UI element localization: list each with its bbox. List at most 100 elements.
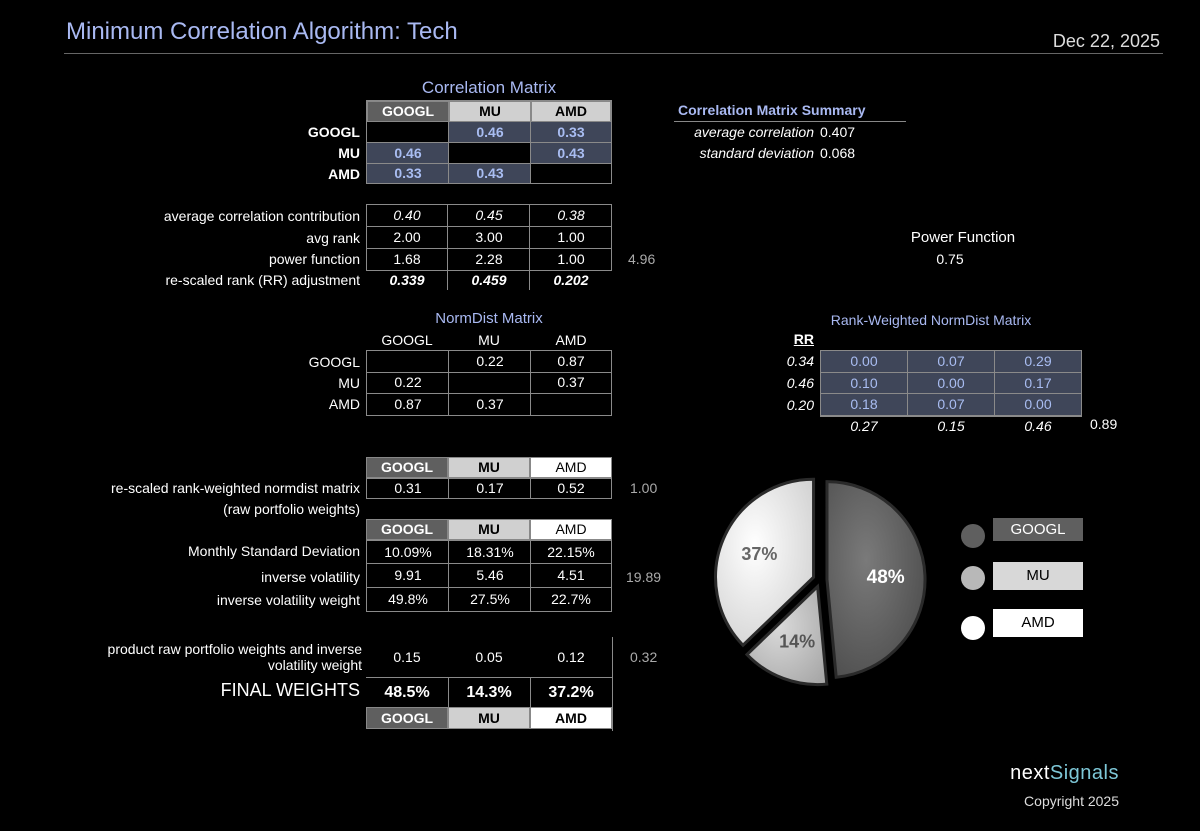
rw-total: 0.46 [1024,418,1052,434]
final-col-googl: GOOGL [366,707,448,729]
summary-std-value: 0.068 [820,145,856,161]
corr-col-mu: MU [449,101,531,122]
normdist-col-mu: MU [478,332,500,348]
avg-contrib-cell: 0.38 [557,207,585,223]
inv-vol-weight-cell: 22.7% [551,591,591,607]
weights-pie-chart: 48% 14% 37% [714,477,927,687]
legend-label-mu: MU [993,562,1083,590]
pie-label-amd: 37% [741,544,777,564]
corr-row-googl: GOOGL [307,124,360,140]
raw-weights-row: 0.31 0.17 0.52 [366,478,612,499]
std-cell: 18.31% [466,544,514,560]
corr-col-amd: AMD [531,101,611,122]
final-weights-label: FINAL WEIGHTS [220,680,360,700]
corr-col-googl: GOOGL [367,101,449,122]
rw-cell: 0.00 [908,373,994,393]
brand-next: next [1010,762,1050,784]
summary-std-label: standard deviation [699,145,814,161]
normdist-cell [531,393,611,415]
raw-col-googl: GOOGL [366,457,448,478]
summary-title: Correlation Matrix Summary [678,102,866,118]
normdist-row-amd: AMD [328,396,360,412]
raw-weights-sublabel: (raw portfolio weights) [223,501,360,517]
corr-cell [531,164,611,183]
raw-weights-label: re-scaled rank-weighted normdist matrix [111,480,360,496]
rw-cell: 0.00 [995,394,1081,415]
legend-dot-mu [961,566,985,590]
inv-vol-cell: 5.46 [476,567,504,583]
normdist-row-googl: GOOGL [308,354,360,370]
avg-rank-cell: 3.00 [475,229,503,245]
product-cell: 0.15 [393,649,421,665]
corr-cell: 0.43 [531,143,611,164]
corr-row-mu: MU [338,145,360,161]
final-weight-googl: 48.5% [384,684,430,701]
vol-col-googl: GOOGL [366,519,448,540]
product-cell: 0.05 [475,649,503,665]
final-weight-mu: 14.3% [466,684,512,701]
product-sum: 0.32 [630,649,658,665]
raw-col-amd: AMD [530,457,612,478]
rw-totals-divider [820,416,1082,417]
normdist-cell: 0.87 [557,353,585,369]
product-sublabel: volatility weight [267,657,362,673]
summary-divider [674,121,906,122]
inv-vol-label: inverse volatility [261,569,360,585]
power-cell: 2.28 [475,251,503,267]
normdist-cell [367,351,449,372]
std-cell: 10.09% [384,544,432,560]
brand-signals: Signals [1049,762,1119,784]
final-divider [366,677,612,678]
copyright: Copyright 2025 [1024,793,1119,809]
legend-dot-amd [961,616,985,640]
rr-cell: 0.202 [553,272,589,288]
power-cell: 1.68 [393,251,421,267]
volatility-table: 10.09% 18.31% 22.15% 9.91 5.46 4.51 49.8… [366,540,612,612]
report-date: Dec 22, 2025 [1052,31,1160,51]
rw-cell: 0.18 [821,394,907,415]
rw-cell: 0.29 [995,351,1081,372]
power-label: power function [268,251,360,267]
corr-row-amd: AMD [328,166,360,182]
rw-cell: 0.07 [908,351,994,372]
legend-dot-googl [961,524,985,548]
rank-weighted-matrix: 0.00 0.07 0.29 0.10 0.00 0.17 0.18 0.07 … [820,350,1082,416]
normdist-cell: 0.87 [394,396,422,412]
avg-contrib-cell: 0.40 [393,207,421,223]
normdist-cell: 0.22 [394,374,422,390]
product-label: product raw portfolio weights and invers… [107,641,362,657]
avg-contrib-cell: 0.45 [475,207,503,223]
avg-rank-cell: 1.00 [557,229,585,245]
pie-label-mu: 14% [779,632,815,652]
rw-grand-total: 0.89 [1090,416,1118,432]
corr-cell: 0.33 [367,164,449,183]
inv-vol-sum: 19.89 [626,569,662,585]
rw-cell: 0.07 [908,394,994,415]
normdist-row-mu: MU [338,375,360,391]
rr-cell: 0.459 [471,272,507,288]
rw-cell: 0.17 [995,373,1081,393]
std-label: Monthly Standard Deviation [188,543,360,559]
rw-total: 0.15 [937,418,965,434]
summary-avg-value: 0.407 [820,124,856,140]
normdist-cell: 0.37 [557,374,585,390]
stats-table: 0.40 0.45 0.38 2.00 3.00 1.00 1.68 2.28 … [366,204,612,290]
avg-contrib-label: average correlation contribution [163,208,360,224]
pie-slice-mu [744,583,829,687]
vol-col-amd: AMD [530,519,612,540]
brand-logo: nextSignals [960,762,1119,785]
inv-vol-cell: 4.51 [557,567,585,583]
rr-label: re-scaled rank (RR) adjustment [165,272,360,288]
power-function-value: 0.75 [936,251,964,267]
rr-value: 0.20 [786,397,814,413]
pie-slice-amd [714,477,816,648]
product-cell: 0.12 [557,649,585,665]
normdist-title: NormDist Matrix [435,310,543,327]
power-sum: 4.96 [628,251,656,267]
legend-label-amd: AMD [993,609,1083,637]
rw-total: 0.27 [850,418,878,434]
normdist-col-googl: GOOGL [381,332,433,348]
inv-vol-weight-cell: 27.5% [470,591,510,607]
corr-cell [449,143,531,164]
inv-vol-weight-label: inverse volatility weight [216,592,360,608]
